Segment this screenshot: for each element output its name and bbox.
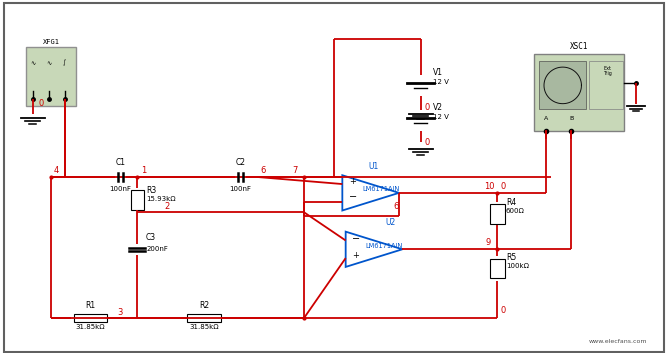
Text: 0: 0 [425, 138, 430, 147]
Text: U2: U2 [385, 218, 395, 227]
Bar [131, 190, 144, 210]
Text: ∿: ∿ [46, 61, 51, 66]
Bar [534, 53, 624, 131]
Text: −: − [349, 192, 357, 202]
Bar [26, 46, 76, 107]
Text: XSC1: XSC1 [570, 42, 589, 51]
Text: 100kΩ: 100kΩ [506, 263, 529, 269]
Text: 0: 0 [38, 99, 43, 108]
Text: ∿: ∿ [30, 61, 35, 66]
Text: LM6171AIN: LM6171AIN [362, 186, 399, 192]
Text: 12 V: 12 V [433, 114, 448, 120]
Text: 6: 6 [261, 166, 266, 176]
Text: 0: 0 [500, 182, 506, 191]
Bar [490, 204, 504, 224]
Text: 200nF: 200nF [146, 246, 168, 252]
Text: 12 V: 12 V [433, 79, 448, 85]
Text: 3: 3 [118, 308, 123, 317]
Text: 9: 9 [486, 238, 490, 247]
Bar [490, 259, 504, 278]
Text: www.elecfans.com: www.elecfans.com [589, 339, 647, 344]
Text: 10: 10 [484, 182, 494, 191]
Text: C1: C1 [116, 158, 126, 167]
Text: C3: C3 [146, 234, 156, 242]
Text: 7: 7 [292, 166, 297, 176]
Text: 100nF: 100nF [230, 186, 252, 192]
Text: 0: 0 [500, 306, 506, 315]
Text: 31.85kΩ: 31.85kΩ [76, 324, 106, 330]
Text: 100nF: 100nF [110, 186, 132, 192]
Text: R3: R3 [146, 186, 156, 195]
Text: 600Ω: 600Ω [506, 208, 525, 214]
Bar [539, 61, 586, 109]
Text: −: − [352, 234, 361, 244]
Text: V1: V1 [433, 68, 443, 77]
Text: 15.93kΩ: 15.93kΩ [146, 196, 176, 202]
Text: R1: R1 [86, 301, 96, 310]
Text: B: B [569, 115, 573, 120]
Text: 4: 4 [54, 166, 59, 176]
Text: 2: 2 [164, 202, 169, 211]
Text: 0: 0 [425, 103, 430, 112]
Text: +: + [349, 177, 356, 186]
Text: U1: U1 [369, 162, 379, 171]
Text: R4: R4 [506, 198, 516, 207]
Text: +: + [352, 251, 359, 260]
Text: Ext
Trig: Ext Trig [603, 65, 612, 76]
Text: C2: C2 [236, 158, 246, 167]
Text: 6: 6 [393, 202, 399, 211]
Text: ∫: ∫ [63, 60, 66, 67]
Text: 31.85kΩ: 31.85kΩ [189, 324, 219, 330]
Text: LM6171AIN: LM6171AIN [365, 242, 403, 249]
Text: R5: R5 [506, 253, 516, 262]
Text: R2: R2 [199, 301, 209, 310]
Bar [74, 314, 108, 322]
Text: 1: 1 [141, 166, 146, 176]
Bar [589, 61, 623, 109]
Text: V2: V2 [433, 103, 443, 112]
Text: A: A [544, 115, 548, 120]
Bar [187, 314, 220, 322]
Text: XFG1: XFG1 [43, 39, 59, 45]
